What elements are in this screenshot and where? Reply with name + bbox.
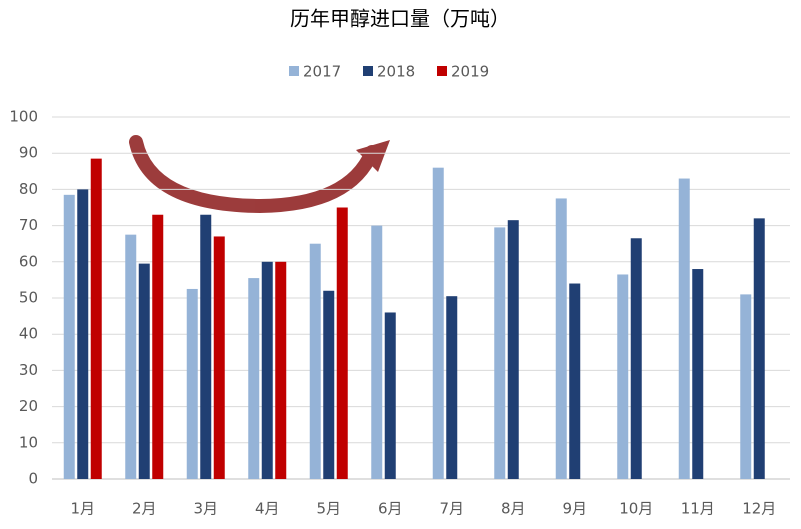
bar <box>494 227 506 479</box>
x-tick-label: 6月 <box>378 500 403 518</box>
y-tick-label: 90 <box>19 144 38 162</box>
bar <box>125 234 137 479</box>
bar <box>555 198 567 479</box>
bar <box>336 207 348 479</box>
bar <box>152 214 164 480</box>
x-tick-label: 12月 <box>742 500 776 518</box>
bar <box>446 296 458 479</box>
legend-swatch <box>289 66 299 76</box>
bar <box>740 294 752 479</box>
legend-label: 2019 <box>451 63 489 81</box>
bar <box>63 194 75 479</box>
x-tick-label: 1月 <box>70 500 95 518</box>
x-tick-label: 9月 <box>562 500 587 518</box>
bar <box>77 189 89 479</box>
bar <box>384 312 396 479</box>
legend-swatch <box>437 66 447 76</box>
bar <box>678 178 690 480</box>
x-tick-label: 11月 <box>681 500 715 518</box>
legend-label: 2018 <box>377 63 415 81</box>
x-tick-label: 2月 <box>132 500 157 518</box>
decor-arrow <box>129 135 390 214</box>
x-tick-label: 4月 <box>255 500 280 518</box>
legend-swatch <box>363 66 373 76</box>
bar <box>275 261 287 479</box>
x-tick-label: 3月 <box>193 500 218 518</box>
bar <box>309 243 321 479</box>
y-tick-label: 100 <box>9 108 38 126</box>
y-tick-label: 60 <box>19 252 38 270</box>
bar <box>200 214 212 480</box>
bar <box>753 218 765 480</box>
bar <box>432 167 444 479</box>
y-tick-label: 20 <box>19 397 38 415</box>
bar <box>248 278 260 479</box>
bar <box>569 283 581 479</box>
bar <box>323 290 335 479</box>
x-tick-label: 7月 <box>439 500 464 518</box>
bar <box>138 263 150 479</box>
x-tick-label: 5月 <box>316 500 341 518</box>
bar <box>371 225 383 479</box>
y-tick-label: 70 <box>19 216 38 234</box>
chart-title: 历年甲醇进口量（万吨） <box>290 7 510 31</box>
y-tick-label: 30 <box>19 361 38 379</box>
bar <box>617 274 629 479</box>
bar <box>186 288 198 479</box>
bar <box>90 158 102 479</box>
y-tick-label: 0 <box>28 470 38 488</box>
bar <box>213 236 225 479</box>
y-tick-label: 50 <box>19 289 38 307</box>
legend-label: 2017 <box>303 63 341 81</box>
bar <box>261 261 273 479</box>
bar <box>507 220 519 480</box>
y-tick-label: 40 <box>19 325 38 343</box>
bar <box>630 238 642 479</box>
bar <box>692 269 704 479</box>
y-tick-label: 80 <box>19 180 38 198</box>
x-tick-label: 10月 <box>619 500 653 518</box>
x-tick-label: 8月 <box>501 500 526 518</box>
y-tick-label: 10 <box>19 433 38 451</box>
